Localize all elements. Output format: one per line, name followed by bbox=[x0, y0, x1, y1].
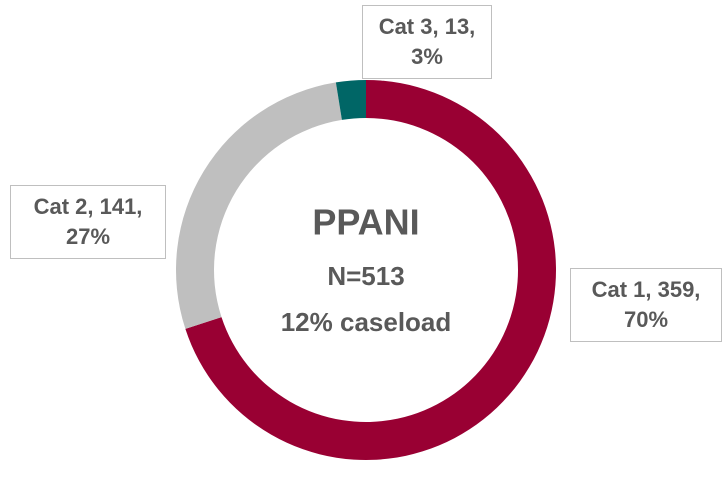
data-label: Cat 2, 141, 27% bbox=[10, 185, 166, 259]
center-line: N=513 bbox=[327, 261, 404, 291]
center-line: 12% caseload bbox=[281, 307, 452, 337]
data-label: Cat 3, 13, 3% bbox=[362, 5, 492, 79]
donut-slice bbox=[335, 80, 366, 120]
donut-slice bbox=[176, 82, 342, 329]
data-label: Cat 1, 359, 70% bbox=[570, 268, 722, 342]
center-title: PPANI bbox=[312, 202, 419, 243]
